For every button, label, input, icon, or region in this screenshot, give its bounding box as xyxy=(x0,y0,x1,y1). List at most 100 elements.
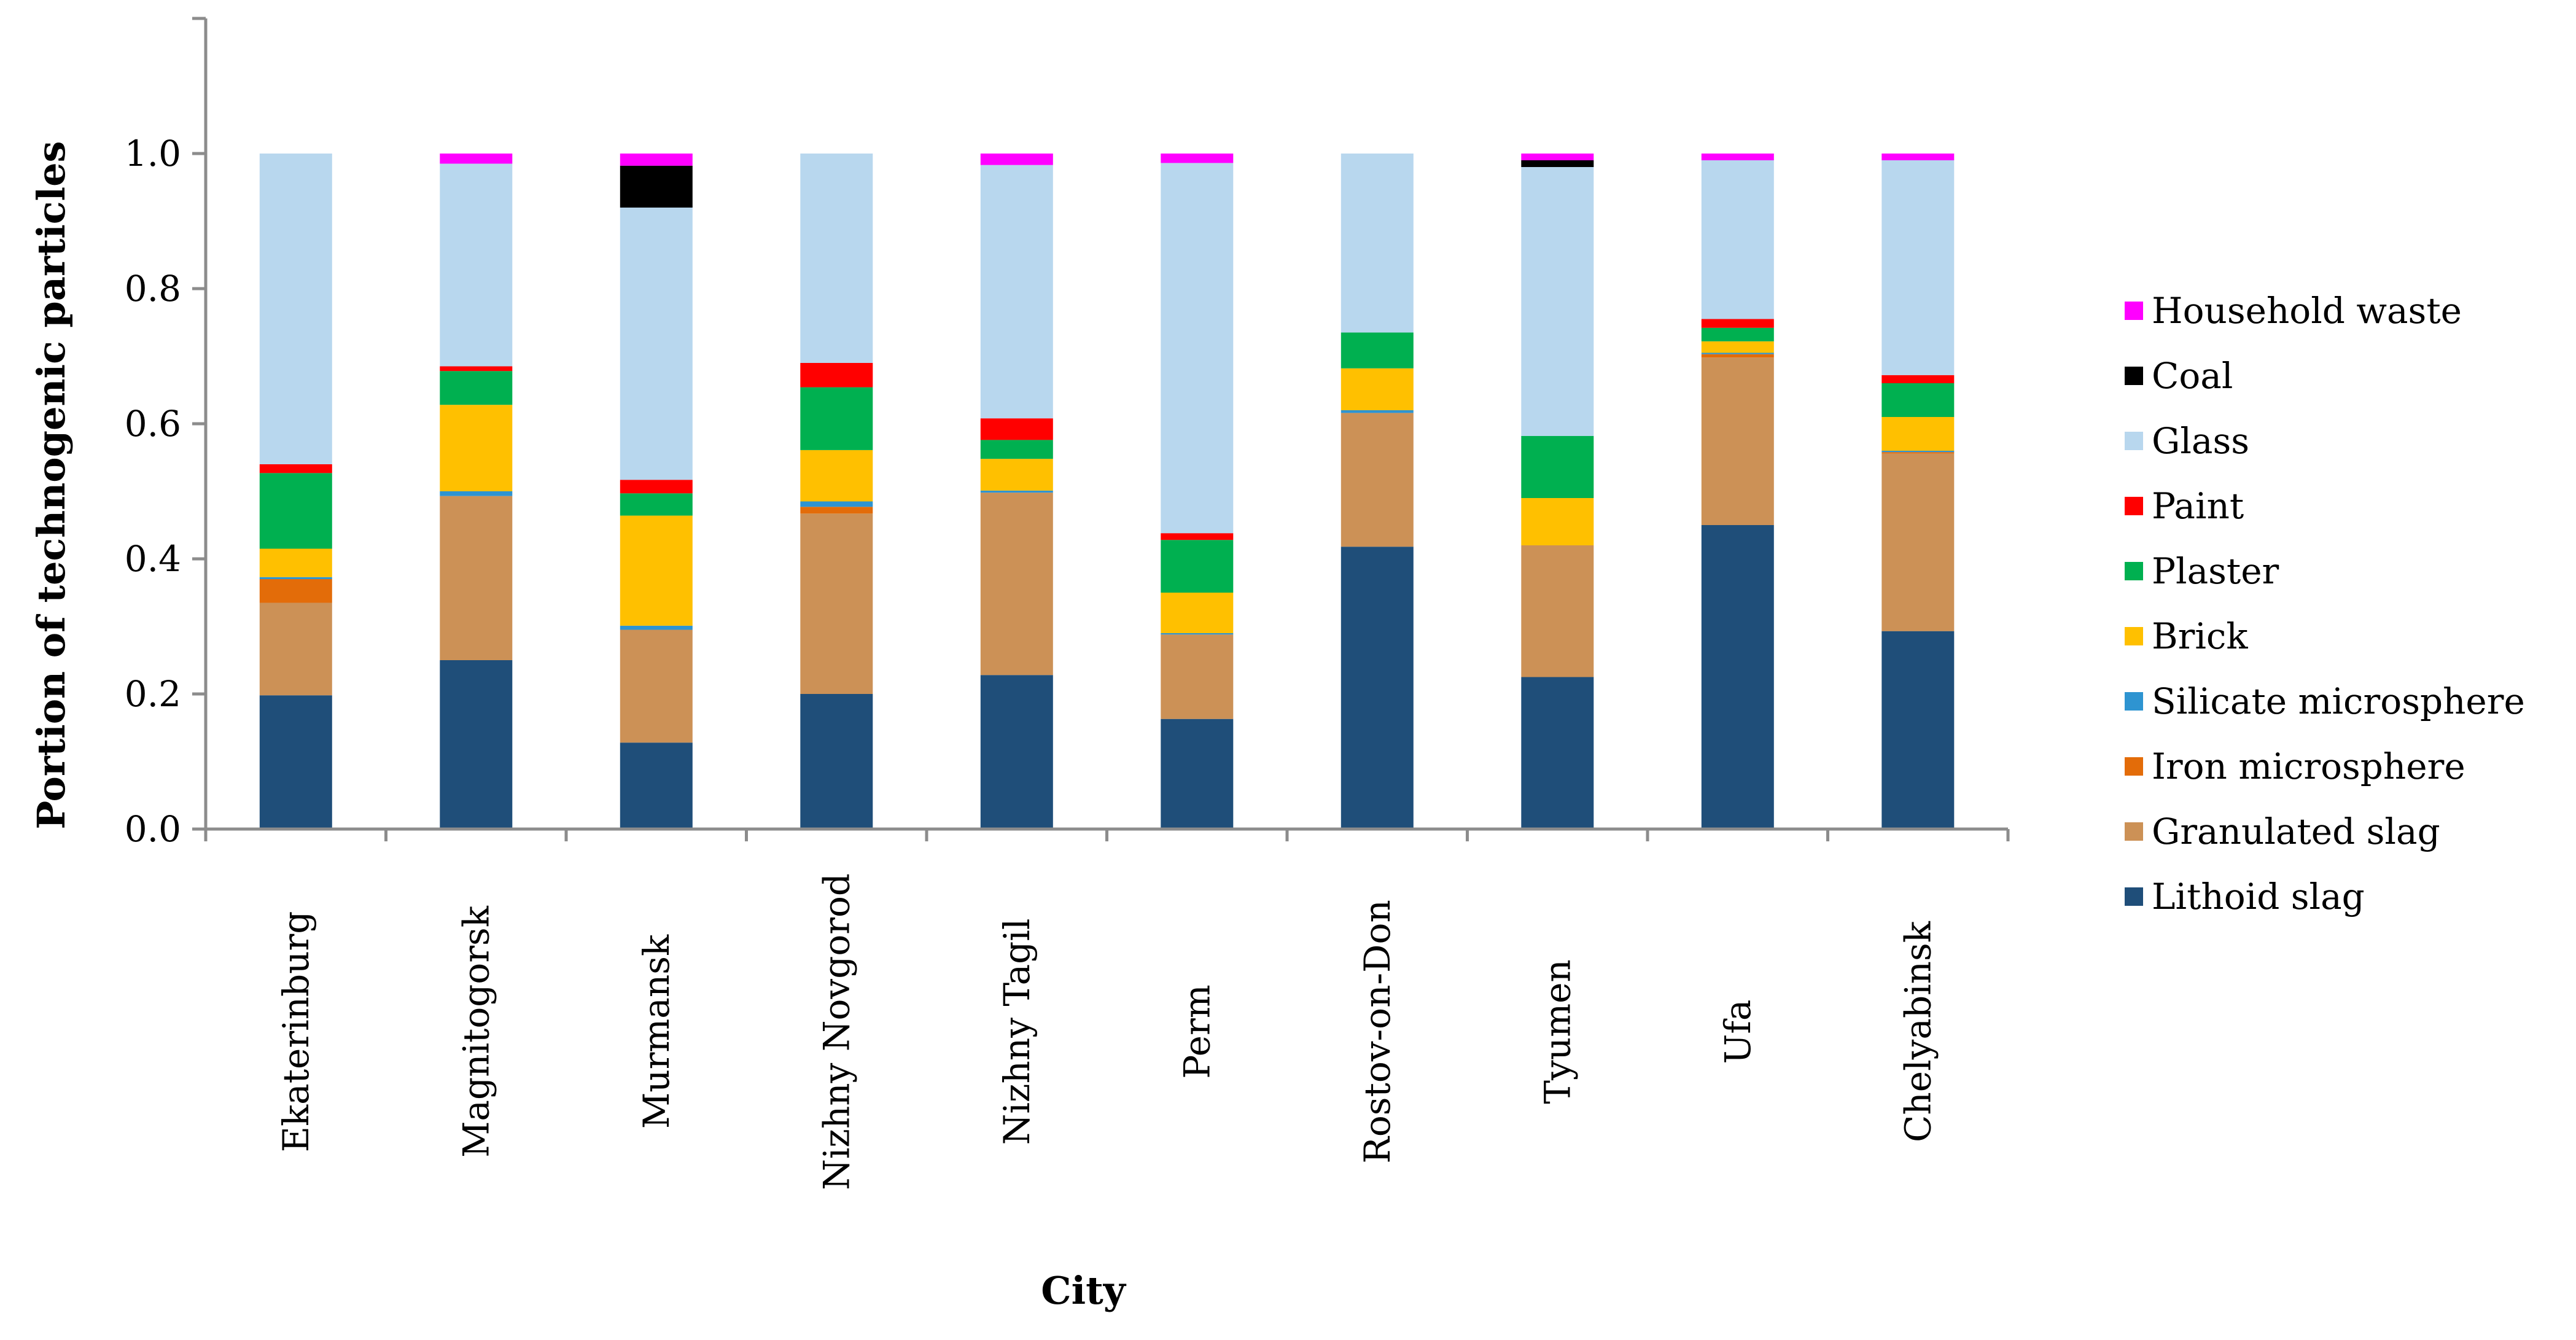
bar-segment xyxy=(259,695,332,829)
bar-segment xyxy=(1161,533,1234,540)
bar-segment xyxy=(620,165,693,208)
bar-segment xyxy=(259,464,332,473)
ticks-layer: 0.0 0.2 0.4 0.6 0.8 1.0 xyxy=(125,17,2010,850)
bar-segment xyxy=(1881,375,1955,383)
legend-swatch xyxy=(2125,562,2143,580)
bar-segment xyxy=(1521,498,1594,545)
bar-segment xyxy=(1341,368,1414,410)
bar-segment xyxy=(1881,417,1955,451)
bar-segment xyxy=(620,742,693,829)
x-category-label: Murmansk xyxy=(636,934,677,1129)
y-tick-label: 0.2 xyxy=(125,673,181,715)
legend-swatch xyxy=(2125,887,2143,906)
bar-segment xyxy=(440,371,513,405)
bar-segment xyxy=(1701,353,1774,354)
bar-segment xyxy=(620,480,693,494)
bar-segment xyxy=(1881,154,1955,160)
bar-segment xyxy=(1161,719,1234,829)
legend-label: Lithoid slag xyxy=(2152,876,2365,917)
bar-segment xyxy=(980,154,1053,165)
legend-label: Glass xyxy=(2152,420,2249,462)
legend-swatch xyxy=(2125,497,2143,515)
bar-segment xyxy=(800,501,873,507)
bar-segment xyxy=(259,473,332,549)
bar-segment xyxy=(1521,545,1594,677)
bar-segment xyxy=(259,154,332,464)
bar-segment xyxy=(440,405,513,491)
bar-segment xyxy=(980,459,1053,491)
bar-segment xyxy=(1161,163,1234,534)
bar-segment xyxy=(800,450,873,502)
bar-segment xyxy=(1881,451,1955,453)
x-axis-title: City xyxy=(1041,1268,1127,1313)
bar-segment xyxy=(800,387,873,450)
bar-segment xyxy=(800,513,873,694)
bar-segment xyxy=(1701,327,1774,341)
y-tick-label: 0.8 xyxy=(125,268,181,310)
category-labels: Ekaterinburg Magnitogorsk Murmansk Nizhny N… xyxy=(275,873,1939,1190)
x-category-label: Ekaterinburg xyxy=(275,911,317,1153)
bar-segment xyxy=(620,629,693,743)
bar-segment xyxy=(980,493,1053,676)
bar-segment xyxy=(800,694,873,829)
legend-swatch xyxy=(2125,627,2143,645)
bar-segment xyxy=(1521,160,1594,167)
y-tick-label: 1.0 xyxy=(125,133,181,174)
bar-segment xyxy=(1341,154,1414,333)
y-axis-title: Portion of technogenic particles xyxy=(29,141,74,830)
bar-segment xyxy=(1341,332,1414,368)
bar-segment xyxy=(1701,319,1774,328)
legend-label: Iron microsphere xyxy=(2152,746,2465,787)
legend-swatch xyxy=(2125,302,2143,320)
bar-segment xyxy=(259,579,332,603)
bar-segment xyxy=(1701,341,1774,353)
bar-segment xyxy=(1701,154,1774,160)
bar-segment xyxy=(980,490,1053,493)
y-tick-label: 0.4 xyxy=(125,538,181,580)
bars-layer xyxy=(259,154,1955,829)
bar-segment xyxy=(259,548,332,577)
bar-segment xyxy=(1341,547,1414,829)
bar-segment xyxy=(980,418,1053,440)
bar-segment xyxy=(1161,633,1234,635)
bar-segment xyxy=(1341,413,1414,547)
legend-label: Plaster xyxy=(2152,550,2279,592)
bar-segment xyxy=(620,208,693,480)
x-category-label: Tyumen xyxy=(1536,959,1578,1104)
y-tick-label: 0.6 xyxy=(125,403,181,445)
bar-segment xyxy=(980,440,1053,459)
bar-segment xyxy=(259,602,332,696)
bar-segment xyxy=(1521,154,1594,160)
bar-segment xyxy=(620,515,693,626)
bar-segment xyxy=(1881,453,1955,631)
x-category-label: Nizhny Tagil xyxy=(996,919,1038,1145)
legend-label: Coal xyxy=(2152,355,2233,397)
bar-segment xyxy=(620,625,693,630)
legend: Household waste Coal Glass Paint Plaster Bric… xyxy=(2125,290,2525,917)
x-category-label: Rostov-on-Don xyxy=(1356,900,1398,1164)
bar-segment xyxy=(440,496,513,660)
bar-segment xyxy=(259,577,332,579)
bar-segment xyxy=(1701,357,1774,525)
bar-segment xyxy=(1701,525,1774,829)
legend-label: Household waste xyxy=(2152,290,2462,332)
bar-segment xyxy=(800,154,873,363)
legend-swatch xyxy=(2125,822,2143,841)
bar-segment xyxy=(1701,354,1774,358)
bar-segment xyxy=(980,675,1053,829)
bar-segment xyxy=(1701,160,1774,319)
bar-segment xyxy=(1881,160,1955,375)
x-category-label: Ufa xyxy=(1717,1000,1759,1064)
bar-segment xyxy=(1161,154,1234,163)
legend-swatch xyxy=(2125,692,2143,711)
bar-segment xyxy=(440,491,513,496)
y-tick-label: 0.0 xyxy=(125,808,181,850)
legend-label: Silicate microsphere xyxy=(2152,680,2525,722)
bar-segment xyxy=(1161,634,1234,719)
bar-segment xyxy=(800,363,873,388)
x-category-label: Magnitogorsk xyxy=(455,905,497,1158)
bar-segment xyxy=(1881,631,1955,829)
bar-segment xyxy=(980,165,1053,419)
bar-segment xyxy=(1881,452,1955,454)
